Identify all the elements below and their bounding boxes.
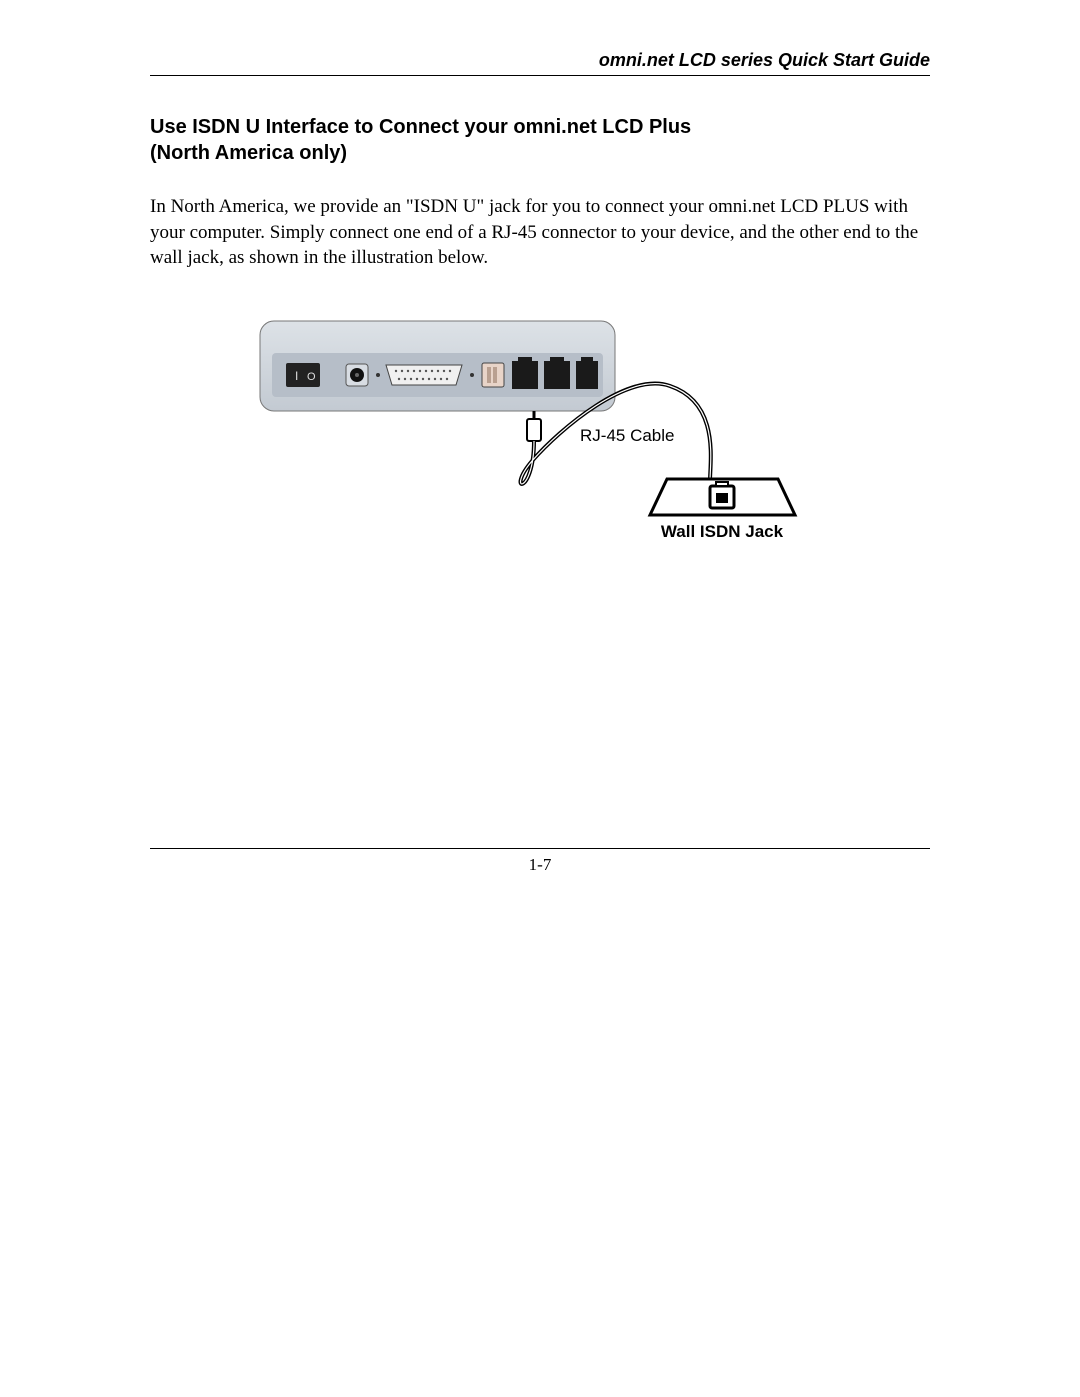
rj-ports bbox=[512, 357, 598, 389]
document-page: omni.net LCD series Quick Start Guide Us… bbox=[0, 0, 1080, 1397]
serial-port bbox=[386, 365, 462, 385]
phone-port-slot-2 bbox=[493, 367, 497, 383]
power-off-label: O bbox=[307, 371, 316, 383]
wall-isdn-jack bbox=[650, 479, 795, 515]
dc-jack-center bbox=[355, 373, 359, 377]
cable-connector-device bbox=[527, 419, 541, 441]
screw-1-icon bbox=[376, 373, 380, 377]
section-heading: Use ISDN U Interface to Connect your omn… bbox=[150, 114, 930, 166]
heading-line-1: Use ISDN U Interface to Connect your omn… bbox=[150, 116, 691, 138]
screw-2-icon bbox=[470, 373, 474, 377]
footer-rule bbox=[150, 848, 930, 849]
page-number: 1-7 bbox=[150, 855, 930, 875]
header-title: omni.net LCD series Quick Start Guide bbox=[150, 50, 930, 75]
wall-jack-label: Wall ISDN Jack bbox=[661, 522, 784, 541]
connection-diagram: I O bbox=[150, 311, 930, 571]
header-rule bbox=[150, 75, 930, 76]
cable-label: RJ-45 Cable bbox=[580, 426, 675, 445]
heading-line-2: (North America only) bbox=[150, 142, 347, 164]
diagram-svg: I O bbox=[250, 311, 830, 571]
power-on-label: I bbox=[295, 369, 298, 383]
phone-port-slot-1 bbox=[487, 367, 491, 383]
page-footer: 1-7 bbox=[150, 848, 930, 875]
body-paragraph: In North America, we provide an "ISDN U"… bbox=[150, 194, 930, 271]
